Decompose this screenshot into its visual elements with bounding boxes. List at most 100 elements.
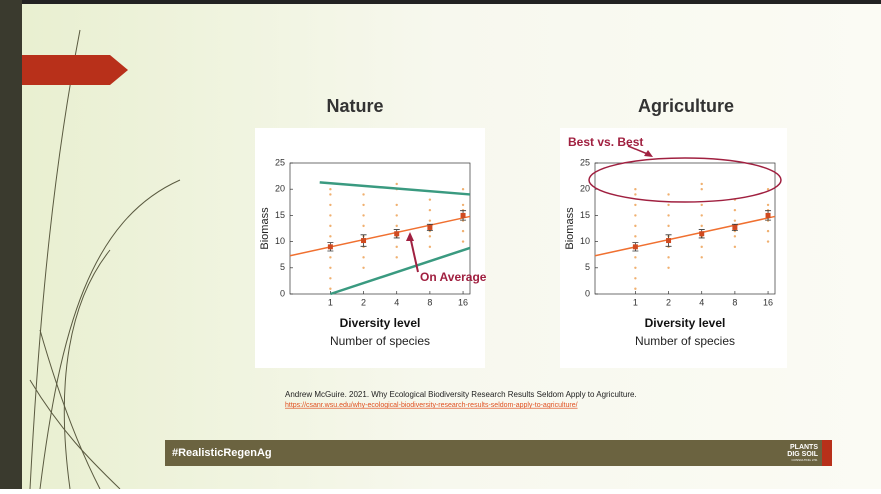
data-point [395, 214, 398, 217]
data-point [461, 229, 465, 233]
arrow [409, 235, 419, 273]
data-point [700, 224, 703, 228]
data-point [395, 245, 398, 249]
data-point [667, 266, 670, 269]
mean-marker [460, 212, 466, 218]
link[interactable]: https://csanr.wsu.edu/why-ecological-bio… [285, 402, 578, 409]
data-point [428, 198, 432, 201]
data-point [700, 182, 703, 186]
annotation: Best vs. Best [568, 135, 643, 149]
data-point [766, 229, 770, 233]
footer-accent [822, 440, 832, 466]
bound-line [319, 181, 471, 196]
mean-marker [427, 224, 433, 230]
data-point [362, 203, 365, 207]
data-point [395, 203, 398, 207]
x-tick-label: 1 [633, 297, 638, 307]
data-point [634, 287, 637, 290]
data-point [329, 256, 332, 259]
data-point [362, 266, 365, 269]
x-axis-sublabel: Number of species [635, 334, 735, 348]
mean-marker [632, 244, 638, 250]
data-point [700, 245, 703, 249]
y-axis-label: Biomass [259, 207, 271, 250]
mean-marker [666, 238, 672, 244]
x-tick-label: 4 [699, 297, 704, 307]
data-point [733, 245, 737, 249]
y-tick-label: 15 [580, 210, 590, 220]
data-point [700, 214, 703, 217]
data-point [428, 245, 432, 249]
data-point [461, 188, 465, 191]
mean-marker [732, 224, 738, 230]
y-tick-label: 15 [275, 210, 285, 220]
data-point [395, 256, 398, 259]
data-point [700, 188, 703, 191]
data-point [634, 235, 637, 238]
data-point [395, 224, 398, 228]
x-axis-sublabel: Number of species [330, 334, 430, 348]
y-tick-label: 10 [580, 236, 590, 246]
chart-panel [560, 128, 787, 368]
data-point [461, 240, 465, 243]
data-point [329, 235, 332, 238]
data-point [667, 203, 670, 207]
data-point [428, 208, 432, 212]
data-point [634, 193, 637, 196]
y-tick-label: 0 [280, 288, 285, 298]
data-point [634, 277, 637, 280]
data-point [634, 214, 637, 217]
plot-frame [289, 162, 471, 295]
x-tick-label: 16 [763, 297, 773, 307]
title-left: Nature [326, 96, 383, 116]
logo: DIG SOIL [787, 451, 818, 458]
y-tick-label: 25 [275, 157, 285, 167]
x-axis-label: Diversity level [645, 316, 726, 330]
data-point [634, 224, 637, 228]
data-point [362, 224, 365, 228]
data-point [395, 182, 398, 186]
x-tick-label: 2 [361, 297, 366, 307]
footer-bar [165, 440, 832, 466]
y-tick-label: 20 [580, 184, 590, 194]
mean-marker [765, 212, 771, 218]
citation: Andrew McGuire. 2021. Why Ecological Bio… [285, 390, 637, 399]
y-axis-label: Biomass [564, 207, 576, 250]
data-point [362, 193, 365, 196]
data-point [766, 240, 770, 243]
footer-text: #RealisticRegenAg [172, 447, 272, 459]
bound-line [329, 246, 471, 296]
mean-marker [394, 231, 400, 237]
data-point [700, 256, 703, 259]
x-tick-label: 4 [394, 297, 399, 307]
mean-marker [699, 231, 705, 237]
data-point [329, 193, 332, 196]
data-point [428, 235, 432, 238]
data-point [733, 235, 737, 238]
title-tab [22, 55, 128, 85]
y-tick-label: 5 [280, 262, 285, 272]
annotation: On Average [420, 270, 487, 284]
arrowhead [406, 232, 414, 241]
y-tick-label: 20 [275, 184, 285, 194]
data-point [329, 203, 332, 207]
y-tick-label: 10 [275, 236, 285, 246]
data-point [634, 188, 637, 191]
data-point [700, 203, 703, 207]
x-axis-label: Diversity level [340, 316, 421, 330]
logo: CONSULTING LTD. [791, 458, 818, 462]
frame-left [0, 0, 22, 489]
x-tick-label: 1 [328, 297, 333, 307]
fit-line [289, 215, 471, 257]
data-point [329, 266, 332, 269]
plot-frame [594, 162, 776, 295]
chart-panel [255, 128, 485, 368]
frame-top [0, 0, 881, 4]
data-point [329, 214, 332, 217]
data-point [733, 208, 737, 212]
data-point [634, 203, 637, 207]
data-point [667, 193, 670, 196]
fit-line [594, 215, 776, 257]
mean-marker [361, 238, 367, 244]
